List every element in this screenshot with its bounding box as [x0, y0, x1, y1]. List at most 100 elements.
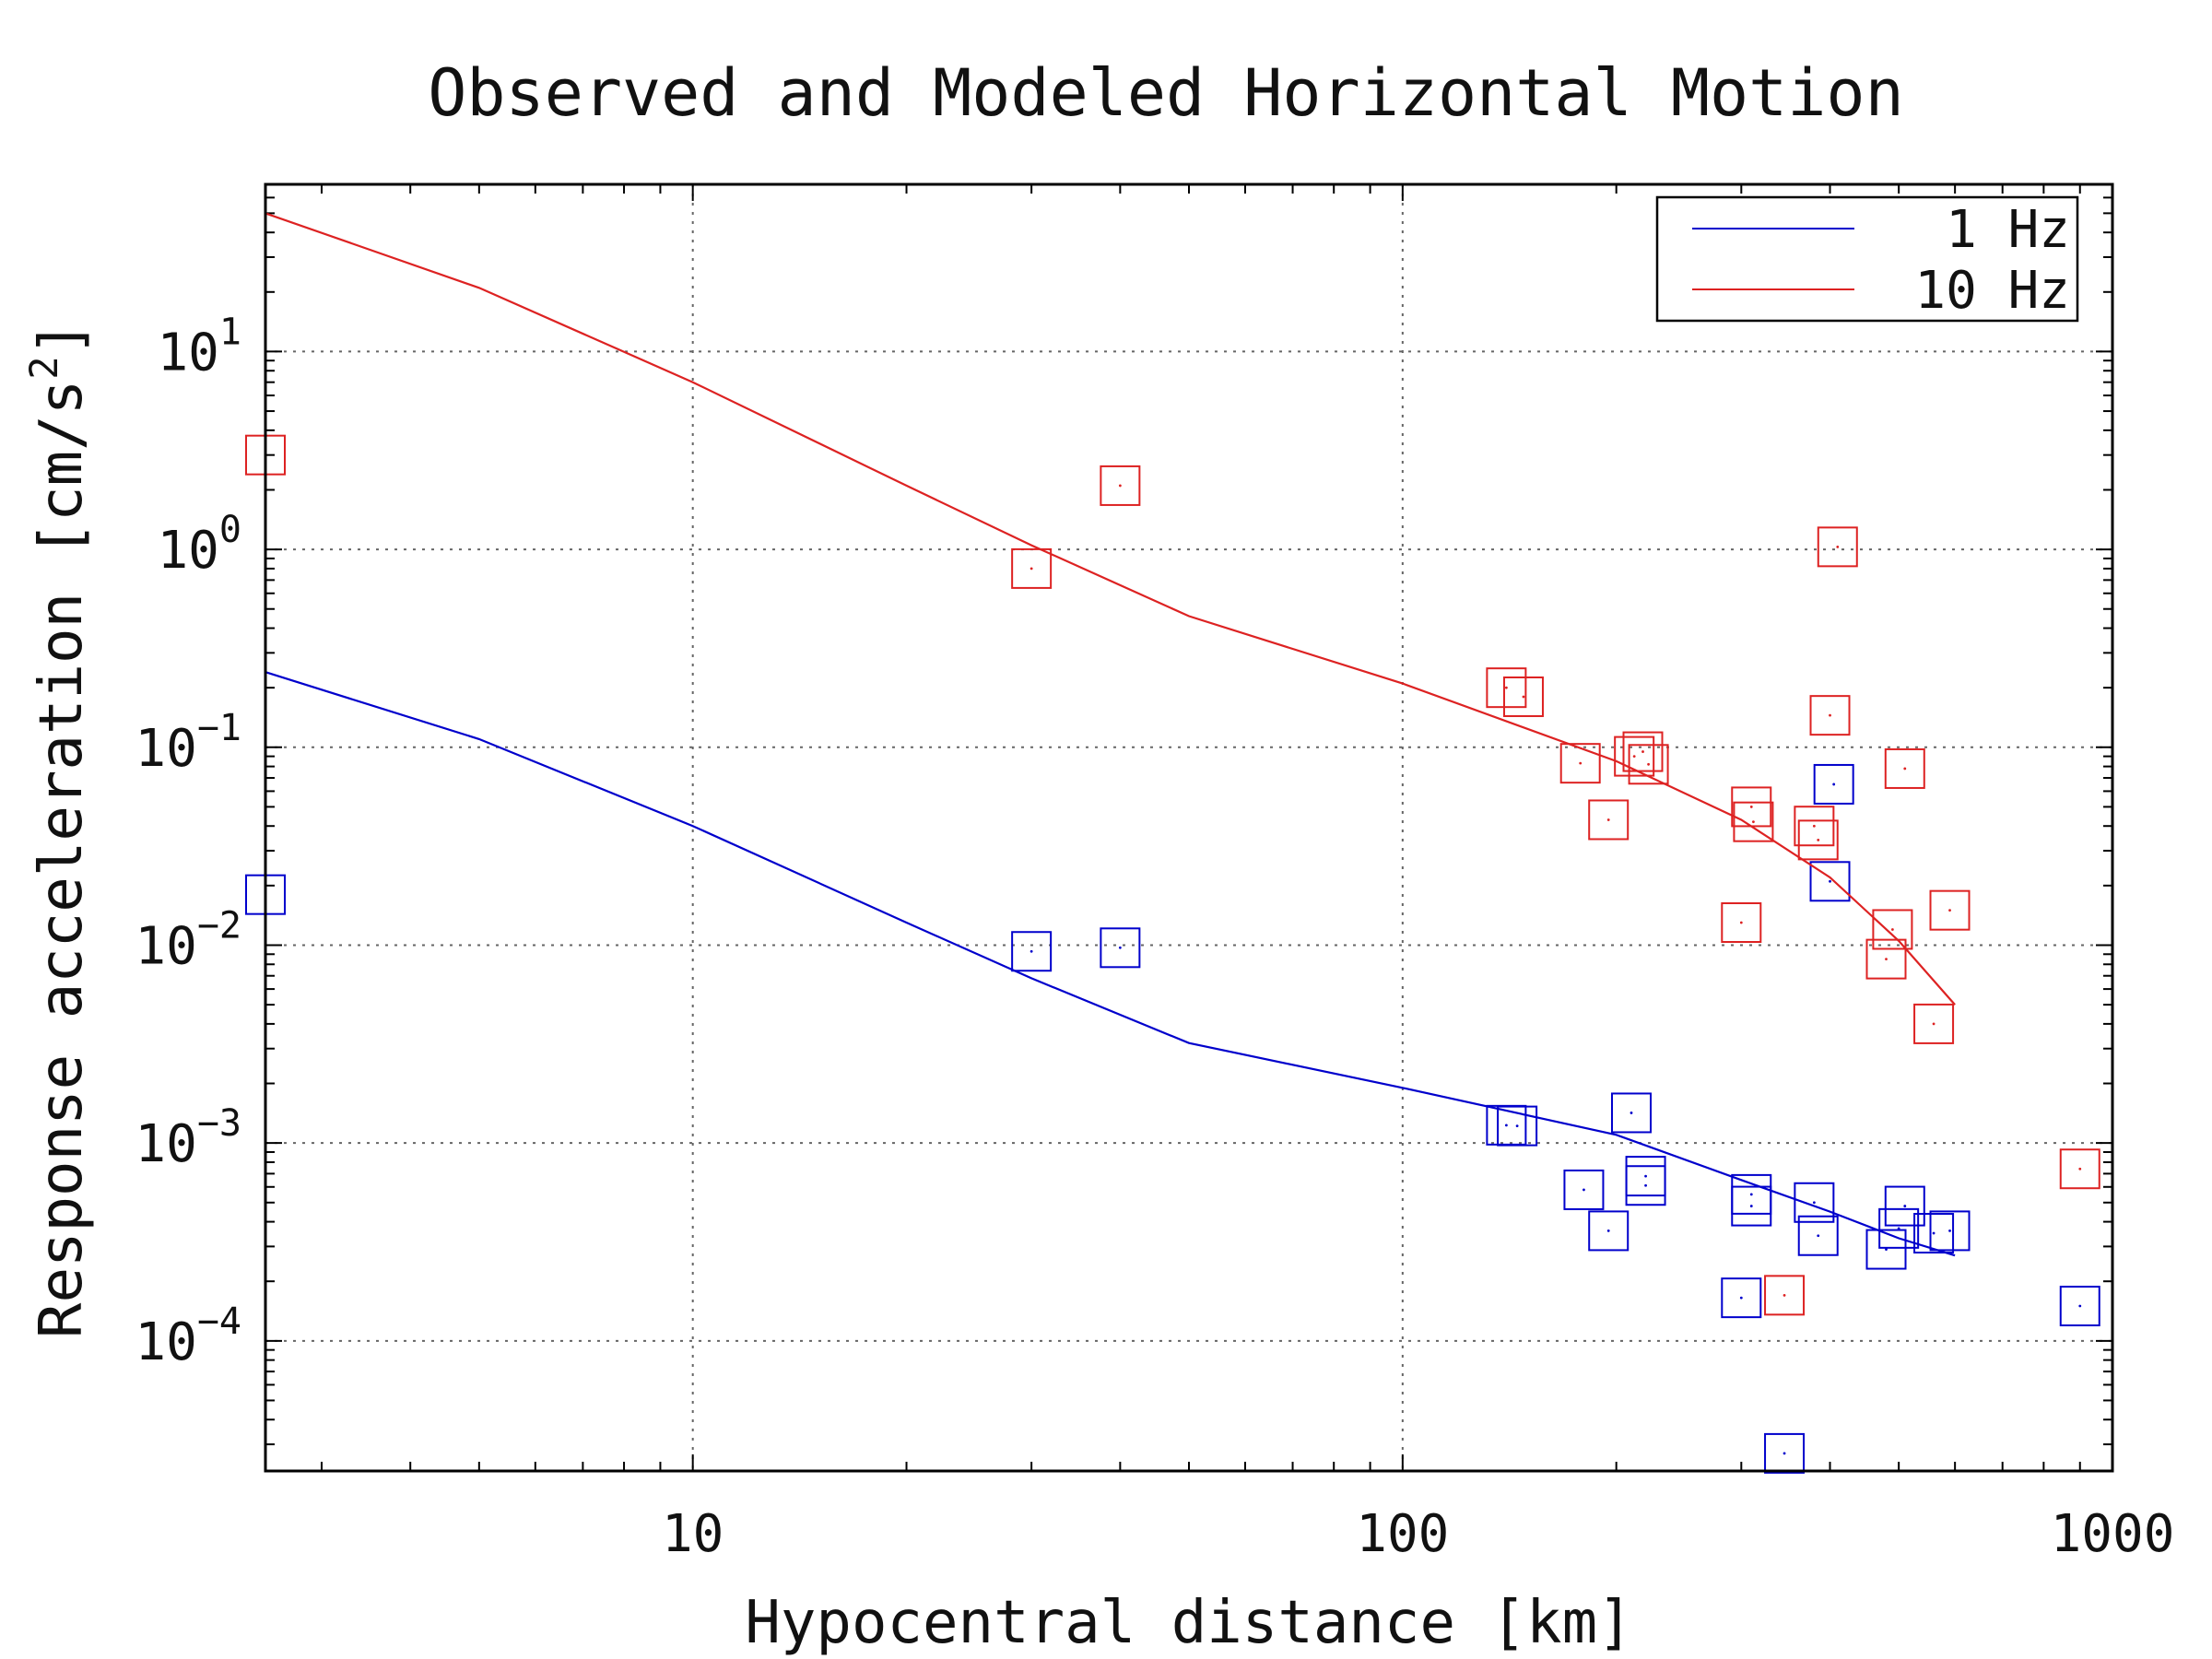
- observed-point-center-10hz: [1504, 686, 1508, 689]
- observed-point-center-1hz: [1630, 1112, 1633, 1114]
- observed-point-10hz: [1622, 731, 1664, 772]
- observed-point-1hz: [1721, 1277, 1762, 1319]
- observed-point-center-10hz: [1812, 824, 1816, 828]
- observed-point-center-10hz: [1606, 818, 1610, 821]
- y-axis-label: Response acceleration [cm/s2]: [21, 321, 96, 1338]
- chart-title: Observed and Modeled Horizontal Motion: [428, 55, 1903, 131]
- observed-point-1hz: [1797, 1215, 1839, 1256]
- observed-point-1hz: [1100, 927, 1141, 969]
- observed-point-center-10hz: [1829, 713, 1831, 717]
- observed-point-center-1hz: [1783, 1452, 1786, 1455]
- observed-point-center-10hz: [1903, 767, 1907, 771]
- observed-point-center-1hz: [1932, 1231, 1936, 1235]
- observed-point-1hz: [1731, 1185, 1772, 1227]
- y-axis-label-text: Response acceleration [cm/s: [28, 380, 96, 1338]
- series-1hz: [245, 671, 2100, 1474]
- observed-point-center-1hz: [1644, 1183, 1647, 1187]
- observed-point-10hz: [1872, 909, 1913, 950]
- observed-point-10hz: [1100, 465, 1141, 506]
- observed-point-center-1hz: [1606, 1230, 1610, 1232]
- observed-point-1hz: [1794, 1182, 1835, 1223]
- series-layer: [245, 212, 2100, 1474]
- observed-point-center-10hz: [1752, 820, 1755, 824]
- observed-point-center-10hz: [1641, 750, 1644, 753]
- x-tick-label: 1000: [2051, 1504, 2175, 1564]
- y-tick-label: 101: [157, 311, 241, 382]
- observed-point-center-1hz: [2078, 1304, 2082, 1308]
- observed-point-10hz: [1865, 938, 1907, 980]
- grid: [265, 184, 2112, 1471]
- observed-point-10hz: [1794, 806, 1835, 847]
- observed-point-center-1hz: [1885, 1248, 1888, 1251]
- observed-point-1hz: [1011, 931, 1053, 972]
- observed-point-10hz: [1817, 526, 1858, 568]
- observed-point-1hz: [1878, 1207, 1920, 1249]
- observed-point-center-1hz: [1749, 1205, 1753, 1207]
- observed-point-center-1hz: [1817, 1234, 1820, 1238]
- observed-point-1hz: [1929, 1210, 1971, 1252]
- legend-box: [1655, 195, 2079, 323]
- observed-point-center-10hz: [1891, 928, 1894, 931]
- observed-point-center-10hz: [1522, 695, 1525, 699]
- observed-point-center-1hz: [1897, 1227, 1900, 1230]
- observed-point-1hz: [1913, 1213, 1955, 1254]
- observed-point-center-1hz: [1030, 949, 1033, 953]
- observed-point-10hz: [1733, 801, 1774, 842]
- y-axis-label-close: ]: [28, 321, 96, 357]
- legend-label-10hz: 10 Hz: [1914, 261, 2070, 321]
- observed-point-center-1hz: [1948, 1230, 1951, 1232]
- observed-point-10hz: [1628, 744, 1669, 785]
- observed-point-center-1hz: [1504, 1124, 1508, 1127]
- y-tick-label: 10−4: [135, 1300, 241, 1372]
- observed-point-1hz: [1611, 1092, 1653, 1134]
- y-tick-labels: 101 100 10−1 10−2 10−3 10−4: [135, 311, 241, 1371]
- observed-point-1hz: [1625, 1165, 1666, 1206]
- observed-point-center-1hz: [1739, 1296, 1743, 1300]
- legend: 1 Hz 10 Hz: [1655, 195, 2079, 323]
- observed-point-1hz: [1497, 1105, 1538, 1147]
- observed-point-center-10hz: [1817, 838, 1820, 841]
- x-tick-label: 100: [1356, 1504, 1449, 1564]
- observed-point-center-10hz: [1632, 755, 1636, 759]
- observed-point-10hz: [1797, 819, 1839, 861]
- observed-point-10hz: [1721, 902, 1762, 944]
- observed-point-center-1hz: [1832, 782, 1836, 786]
- x-tick-labels: 10 100 1000: [662, 1504, 2174, 1564]
- model-line-10hz: [265, 212, 1956, 1006]
- observed-point-1hz: [1865, 1229, 1907, 1270]
- observed-point-center-10hz: [2078, 1167, 2082, 1171]
- model-line-1hz: [265, 671, 1956, 1257]
- observed-point-center-10hz: [1579, 761, 1583, 765]
- observed-point-10hz: [1884, 747, 1925, 789]
- observed-point-center-1hz: [1515, 1124, 1519, 1128]
- observed-point-10hz: [1913, 1003, 1955, 1044]
- observed-point-10hz: [1731, 786, 1772, 828]
- observed-point-center-10hz: [1030, 567, 1033, 571]
- observed-point-center-1hz: [1749, 1193, 1753, 1196]
- observed-point-10hz: [1502, 676, 1544, 717]
- y-tick-label: 10−2: [135, 904, 241, 976]
- y-tick-label: 100: [157, 509, 241, 581]
- observed-point-10hz: [1588, 799, 1630, 841]
- observed-point-center-1hz: [1583, 1188, 1585, 1192]
- observed-point-10hz: [2059, 1148, 2100, 1190]
- observed-point-center-1hz: [1644, 1174, 1647, 1178]
- observed-point-10hz: [1559, 743, 1601, 784]
- observed-point-center-1hz: [1118, 946, 1122, 949]
- observed-point-center-10hz: [1739, 921, 1743, 924]
- legend-label-1hz: 1 Hz: [1946, 200, 2070, 260]
- observed-point-10hz: [1809, 695, 1851, 736]
- axis-ticks: [265, 183, 2113, 1471]
- observed-point-1hz: [1813, 763, 1854, 805]
- observed-point-1hz: [1563, 1169, 1605, 1210]
- observed-point-center-10hz: [1885, 958, 1888, 961]
- plot-frame: [264, 182, 2114, 1473]
- observed-point-1hz: [1588, 1210, 1630, 1252]
- observed-point-center-10hz: [1118, 484, 1122, 488]
- observed-point-center-10hz: [1932, 1022, 1936, 1026]
- x-tick-label: 10: [662, 1504, 724, 1564]
- observed-point-center-1hz: [1812, 1201, 1816, 1205]
- observed-point-1hz: [1809, 861, 1851, 902]
